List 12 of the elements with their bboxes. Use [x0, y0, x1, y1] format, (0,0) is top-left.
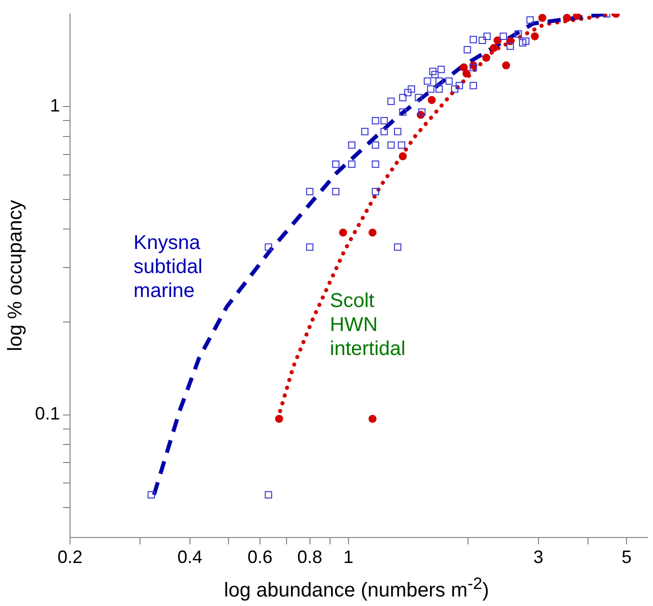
- x-tick-label: 3: [533, 547, 544, 568]
- x-tick-label: 5: [622, 547, 632, 568]
- y-axis-title: log % occupancy: [4, 200, 27, 352]
- x-axis-title: log abundance (numbers m$^{-2}$): [223, 574, 490, 603]
- annotation: Knysna subtidal marine: [134, 232, 202, 302]
- annotation: Scolt HWN intertidal: [330, 290, 406, 360]
- y-tick-label: 0.1: [34, 404, 60, 424]
- x-tick-label: 0.2: [58, 547, 83, 568]
- x-tick-label: 0.8: [297, 547, 322, 568]
- x-tick-label: 1: [343, 547, 354, 568]
- x-tick-label: 0.6: [247, 547, 273, 568]
- x-tick-label: 0.4: [177, 547, 202, 568]
